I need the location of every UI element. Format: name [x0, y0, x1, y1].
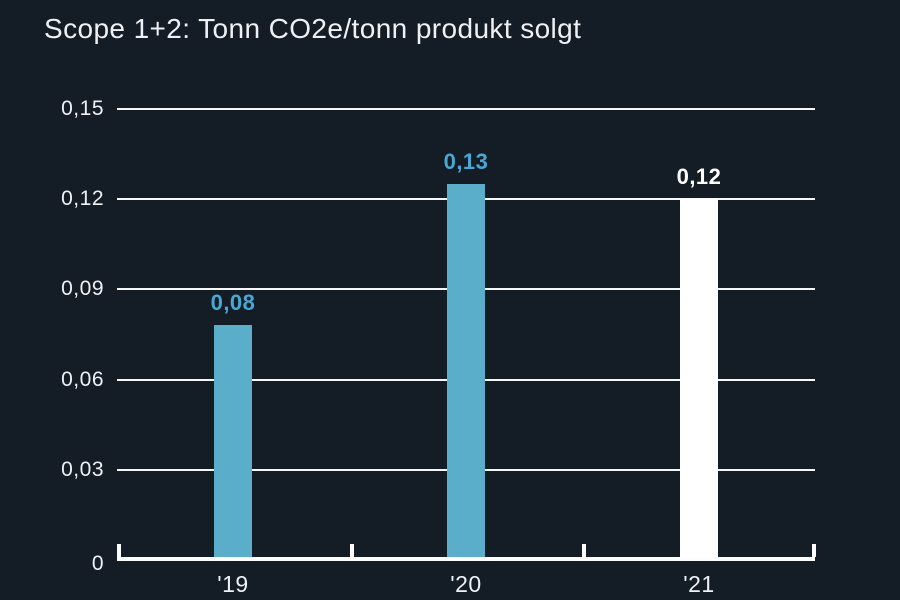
x-axis-tick-label: '21: [683, 571, 715, 597]
bar-19: [214, 325, 252, 560]
chart-title: Scope 1+2: Tonn CO2e/tonn produkt solgt: [44, 13, 582, 44]
y-axis-tick-label: 0,06: [61, 367, 104, 391]
bar-21: [680, 199, 718, 560]
y-axis-tick-label: 0,03: [61, 457, 104, 481]
gridline: [117, 108, 815, 110]
x-axis-tick: [812, 544, 816, 557]
x-axis-tick: [117, 544, 121, 557]
bar-value-label: 0,13: [443, 149, 489, 174]
y-axis-tick-label: 0,09: [61, 277, 104, 301]
x-axis-tick-label: '20: [450, 571, 482, 597]
x-axis-tick-label: '19: [217, 571, 249, 597]
x-axis-tick: [350, 544, 354, 557]
x-axis-tick: [582, 544, 586, 557]
x-axis-line: [117, 557, 815, 561]
y-axis-tick-label: 0,12: [61, 187, 104, 211]
y-axis-tick-label: 0: [91, 552, 104, 575]
bar-value-label: 0,12: [676, 164, 722, 189]
y-axis-tick-label: 0,15: [61, 97, 104, 120]
bar-value-label: 0,08: [210, 290, 256, 315]
bar-20: [447, 184, 485, 560]
